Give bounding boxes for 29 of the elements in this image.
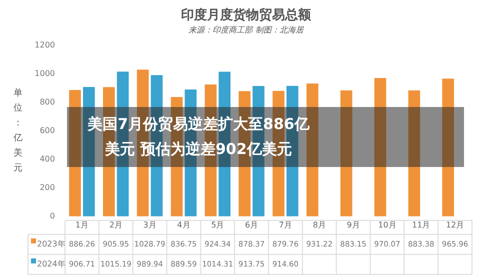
x-tick-label: 3月 <box>143 220 156 230</box>
legend-label: 2023年 <box>37 239 66 248</box>
y-tick-label: 1000 <box>34 68 55 78</box>
x-tick-label: 9月 <box>346 220 360 230</box>
chart-subtitle: 来源：印度商工部 制图：北海居 <box>188 25 304 34</box>
x-tick-label: 10月 <box>378 220 396 230</box>
x-tick-label: 1月 <box>75 220 89 230</box>
x-tick-label: 4月 <box>177 220 190 230</box>
x-tick-label: 6月 <box>244 220 258 230</box>
x-tick-label: 5月 <box>211 220 224 230</box>
y-tick-label: 400 <box>40 154 55 164</box>
legend-label: 2024年 <box>37 259 66 268</box>
y-tick-label: 200 <box>40 182 55 192</box>
x-tick-label: 12月 <box>446 220 464 230</box>
x-tick-label: 2月 <box>109 220 122 230</box>
x-tick-label: 7月 <box>278 220 292 230</box>
x-tick-label: 8月 <box>312 220 326 230</box>
y-tick-label: 600 <box>40 126 55 135</box>
bar <box>408 90 420 216</box>
y-axis-title: 单位：亿美元 <box>12 88 22 174</box>
bar <box>374 78 386 216</box>
x-tick-label: 11月 <box>412 220 430 230</box>
y-tick-label: 800 <box>40 97 55 106</box>
y-tick-label: 0 <box>50 211 55 220</box>
y-tick-label: 1200 <box>34 40 55 50</box>
bar <box>442 78 454 216</box>
chart-title: 印度月度货物贸易总额 <box>181 7 312 24</box>
bar <box>69 90 81 216</box>
bar <box>340 90 352 216</box>
